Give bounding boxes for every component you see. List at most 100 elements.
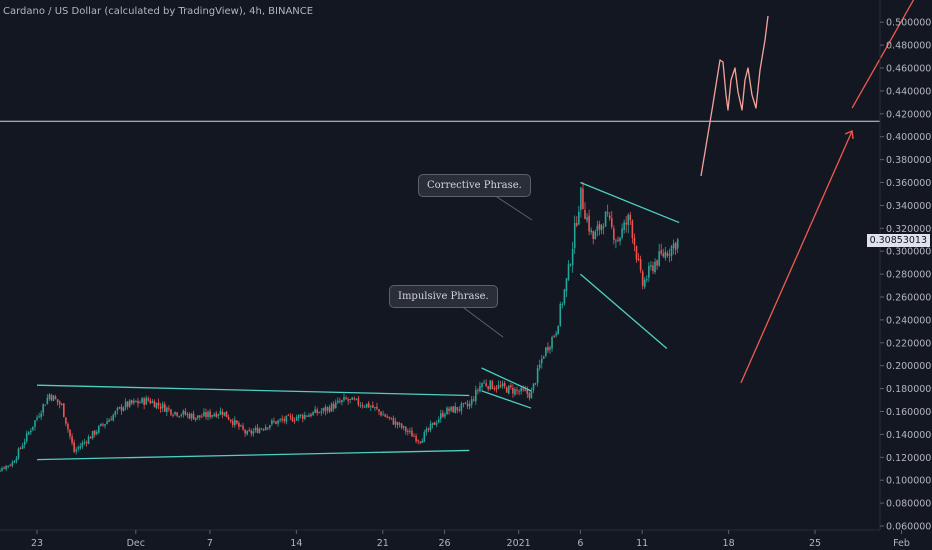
candle-body [67,423,69,430]
impulsive-phrase-callout[interactable]: Impulsive Phrase. [389,285,498,308]
candle-body [514,389,516,395]
candle-body [248,430,251,432]
candle-body [65,417,67,424]
candle-body [69,429,71,437]
candle-body [470,399,473,405]
candle-body [606,212,609,214]
trendline-wedge-top[interactable] [580,181,680,224]
candle-body [25,433,28,442]
candle-body [505,387,508,393]
candle-body [118,406,121,409]
candle-body [339,401,341,403]
candle-body [516,389,518,391]
x-tick-label: 18 [723,538,735,549]
candle-body [345,397,347,400]
x-tick-label: 21 [377,538,389,549]
candle-body [205,412,207,417]
y-tick-label: 0.06000000 [886,522,932,533]
candle-body [386,416,389,418]
candle-body [604,211,607,227]
corrective-phrase-callout[interactable]: Corrective Phrase. [418,174,531,197]
candle-body [81,442,84,447]
candle-body [252,430,255,434]
candle-body [229,419,232,422]
candle-body [283,419,286,421]
candle-body [242,425,244,430]
candle-body [120,406,123,411]
candle-body [42,404,45,413]
candle-body [584,210,586,220]
time-axis: 23 Dec 7 14 21 26 2021 6 11 18 25 Feb [0,529,910,549]
candle-body [320,411,323,413]
candle-body [9,465,12,467]
candle-body [578,211,580,225]
candle-body [63,403,65,418]
candle-body [481,383,483,388]
candle-body [448,408,450,412]
y-tick-label: 0.08000000 [886,499,932,510]
trendline-range-top[interactable] [36,384,470,397]
candle-body [304,414,306,419]
candle-body [468,403,471,407]
candle-body [126,401,129,407]
candle-body [674,242,677,251]
x-tick-label: 14 [290,538,302,549]
candle-body [176,412,178,416]
candle-body [594,231,597,240]
candle-body [236,420,238,424]
y-tick-label: 0.26000000 [886,293,932,304]
candle-body [17,448,20,459]
candle-body [281,418,283,420]
candle-body [155,402,158,409]
candle-body [219,410,222,415]
candle-body [388,416,391,418]
y-tick-label: 0.20000000 [886,361,932,372]
candle-body [349,399,351,401]
candle-body [124,401,127,408]
candle-body [157,402,160,406]
trendline-flag-bottom[interactable] [481,390,532,409]
chart-title: Cardano / US Dollar (calculated by Tradi… [3,6,314,17]
candle-body [380,411,382,416]
candle-body [411,430,413,437]
candle-body [184,411,187,415]
candle-body [359,405,362,407]
trendline-wedge-bottom[interactable] [579,273,668,350]
candle-body [7,465,9,467]
candle-body [275,421,277,424]
candle-body [561,303,564,305]
candle-body [664,251,667,258]
candle-body [543,356,545,359]
candle-body [596,225,599,231]
trendline-flag-top[interactable] [481,367,532,392]
candle-body [102,424,104,426]
candle-body [46,397,49,405]
candle-body [650,265,652,267]
candle-body [256,427,259,433]
candle-body [409,430,411,432]
candle-body [299,414,302,416]
candle-body [485,383,487,387]
candle-body [36,417,38,420]
projection-squiggle[interactable] [700,15,769,177]
projection-red-arrow-1[interactable] [740,130,853,384]
candle-body [1,468,3,471]
candle-body [143,398,145,405]
candle-body [159,406,162,409]
candle-body [582,188,584,209]
candle-body [28,432,30,435]
candle-body [396,422,399,426]
candle-body [291,416,294,422]
projection-red-arrow-2[interactable] [851,0,915,109]
trendline-range-bottom[interactable] [36,449,470,461]
candle-body [196,415,199,418]
candle-body [137,401,139,404]
x-tick-label: 6 [577,538,583,549]
y-tick-label: 0.24000000 [886,315,932,326]
candle-body [384,414,386,417]
x-tick-label: 2021 [507,538,531,549]
candle-body [87,437,90,444]
candle-body [610,218,613,227]
candle-body [660,250,663,254]
